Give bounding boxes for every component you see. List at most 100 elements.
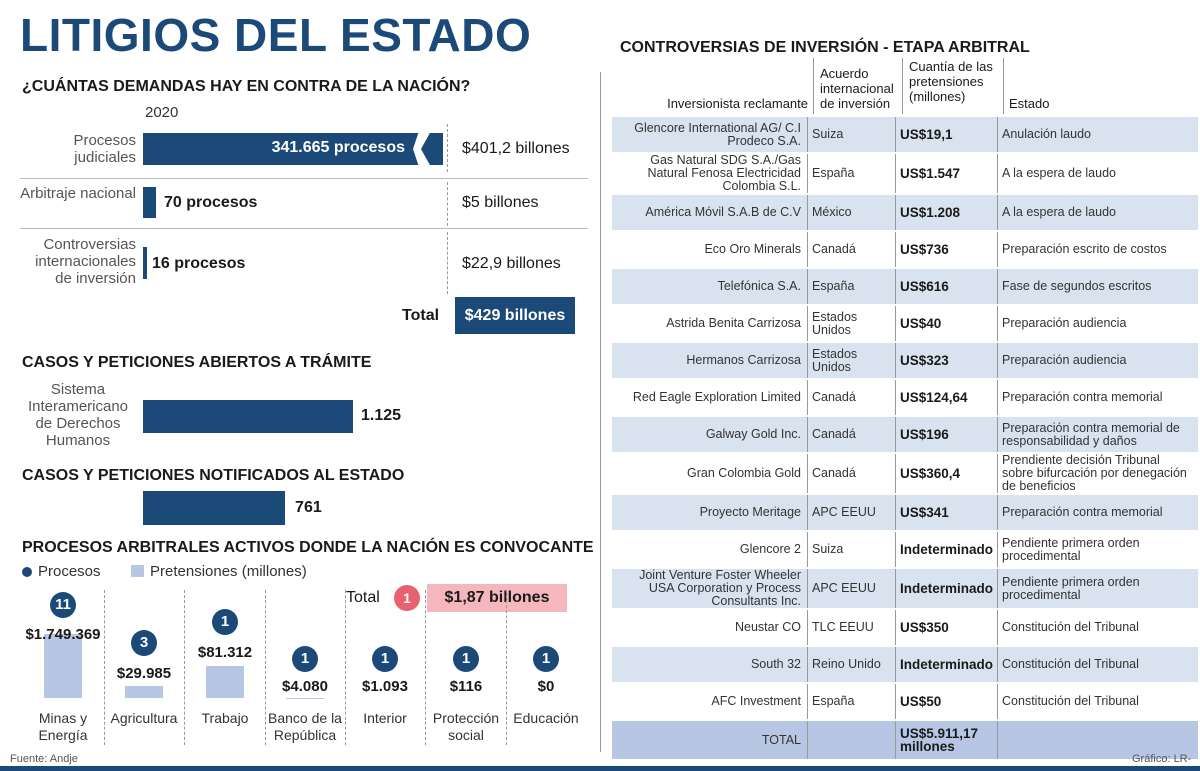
- category-separator: [184, 590, 185, 745]
- arbitral-table-grid: Glencore International AG/ C.I Prodeco S…: [612, 115, 1199, 761]
- category-label: Minas y Energía: [38, 710, 88, 743]
- table-row: AFC Investment España US$50 Constitución de…: [612, 684, 1198, 719]
- row1-label-text: Procesos judiciales: [73, 132, 136, 166]
- table-cell: South 32: [612, 647, 808, 682]
- table-cell: US$341: [896, 495, 999, 530]
- s4-total-count: 1: [394, 585, 420, 611]
- table-cell: Preparación audiencia: [998, 343, 1199, 378]
- section3-heading: CASOS Y PETICIONES NOTIFICADOS AL ESTADO: [22, 467, 405, 484]
- section2-value: 1.125: [361, 407, 402, 424]
- table-cell: América Móvil S.A.B de C.V: [612, 195, 808, 230]
- table-cell: Gas Natural SDG S.A./Gas Natural Fenosa …: [612, 154, 808, 193]
- row2-label: Arbitraje nacional: [20, 185, 136, 202]
- table-row: Astrida Benita Carrizosa Estados Unidos US…: [612, 306, 1198, 341]
- pretension-bar: [206, 666, 244, 698]
- s4-total-value: $1,87 billones: [427, 584, 567, 612]
- pretension-label: $4.080: [282, 678, 328, 695]
- process-count-dot: 1: [292, 646, 318, 672]
- category-separator: [506, 590, 507, 745]
- total-value: $429 billones: [464, 307, 566, 324]
- category-separator: [345, 590, 346, 745]
- legend-dot-procesos: [22, 567, 32, 577]
- col-cuantia: Cuantía de las pretensiones (millones): [909, 59, 993, 104]
- process-count-dot: 1: [533, 646, 559, 672]
- section1-heading: ¿CUÁNTAS DEMANDAS HAY EN CONTRA DE LA NA…: [22, 78, 471, 95]
- table-cell: Reino Unido: [808, 647, 896, 682]
- header-rule: [902, 58, 903, 114]
- table-row: Glencore 2 Suiza Indeterminado Pendiente pr…: [612, 532, 1198, 567]
- table-cell: México: [808, 195, 896, 230]
- process-count-dot: 1: [372, 646, 398, 672]
- row1-value: 341.665 procesos: [271, 139, 405, 156]
- table-cell: US$350: [896, 610, 999, 645]
- divider: [447, 232, 448, 294]
- section2-heading: CASOS Y PETICIONES ABIERTOS A TRÁMITE: [22, 354, 372, 371]
- arbitral-table: Glencore International AG/ C.I Prodeco S…: [612, 115, 1199, 761]
- table-cell: Hermanos Carrizosa: [612, 343, 808, 378]
- table-cell: AFC Investment: [612, 684, 808, 719]
- row2-amount: $5 billones: [462, 194, 539, 211]
- table-cell: Preparación contra memorial: [998, 495, 1199, 530]
- table-cell: APC EEUU: [808, 495, 896, 530]
- table-cell: US$1.547: [896, 154, 999, 193]
- table-cell: Galway Gold Inc.: [612, 417, 808, 452]
- bottom-rule: [0, 766, 1200, 771]
- row1-bar: [143, 133, 443, 165]
- table-cell: Canadá: [808, 454, 896, 493]
- table-cell: Pendiente primera orden procedimental: [1002, 535, 1140, 563]
- table-cell: Estados Unidos: [808, 343, 896, 378]
- pretension-bar: [125, 686, 163, 698]
- page-title: LITIGIOS DEL ESTADO: [20, 9, 532, 61]
- row3-label: Controversias internacionales de inversi…: [20, 236, 136, 287]
- row-separator: [20, 228, 588, 229]
- table-cell: Constitución del Tribunal: [1002, 620, 1139, 634]
- table-cell: Prendiente decisión Tribunal sobre bifur…: [1002, 453, 1187, 493]
- table-cell: Proyecto Meritage: [612, 495, 808, 530]
- table-cell: Preparación contra memorial de responsab…: [998, 417, 1199, 452]
- col-inversionista: Inversionista reclamante: [667, 96, 808, 111]
- process-count-dot: 11: [50, 592, 76, 618]
- table-cell: US$40: [896, 306, 999, 341]
- legend-procesos: Procesos: [38, 563, 101, 580]
- category-label: Banco de la República: [268, 710, 342, 743]
- table-cell: Preparación contra memorial: [1002, 390, 1163, 404]
- table-total-cell: [808, 721, 896, 759]
- table-cell: Indeterminado: [896, 532, 999, 567]
- year-label: 2020: [145, 104, 179, 121]
- source-note: Fuente: Andje: [10, 753, 78, 765]
- header-rule: [1003, 58, 1004, 114]
- row2-label-text: Arbitraje nacional: [20, 185, 136, 202]
- table-cell: US$1.208: [896, 195, 999, 230]
- pretension-bar: [44, 634, 82, 698]
- process-count-dot: 1: [212, 609, 238, 635]
- row1-amount: $401,2 billones: [462, 140, 570, 157]
- total-box: [455, 297, 575, 334]
- pretension-label: $1.749.369: [25, 626, 101, 643]
- pretension-label: $1.093: [362, 678, 408, 695]
- legend-pretensiones: Pretensiones (millones): [150, 563, 307, 580]
- table-cell: APC EEUU: [808, 569, 896, 608]
- row3-value: 16 procesos: [152, 255, 246, 272]
- category-label: Protección social: [432, 710, 500, 743]
- table-cell: US$196: [896, 417, 999, 452]
- table-cell: Eco Oro Minerals: [612, 232, 808, 267]
- col-acuerdo: Acuerdo internacional de inversión: [820, 66, 894, 111]
- total-label: Total: [402, 307, 440, 324]
- section4-heading: PROCESOS ARBITRALES ACTIVOS DONDE LA NAC…: [22, 539, 594, 556]
- s4-total-label: Total: [346, 589, 380, 606]
- table-cell: A la espera de laudo: [998, 195, 1199, 230]
- row3-amount: $22,9 billones: [462, 255, 561, 272]
- pretension-label: $29.985: [116, 665, 172, 682]
- pretension-label: $81.312: [197, 644, 253, 661]
- category-separator: [265, 590, 266, 745]
- row3-label-text: Controversias internacionales de inversi…: [35, 236, 136, 287]
- divider: [447, 182, 448, 226]
- table-cell: US$19,1: [896, 117, 999, 152]
- category-label: Educación: [513, 710, 579, 726]
- table-cell: US$616: [896, 269, 999, 304]
- table-total-cell: [998, 721, 1199, 759]
- table-row: Gran Colombia Gold Canadá US$360,4 Prendien…: [612, 454, 1198, 493]
- table-cell: Suiza: [808, 532, 896, 567]
- category-label: Interior: [363, 710, 407, 726]
- legend-swatch-pretensiones: [131, 565, 144, 577]
